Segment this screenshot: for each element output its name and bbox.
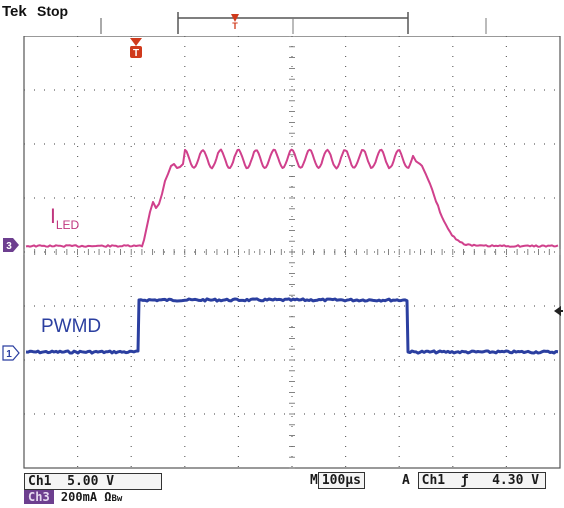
svg-text:T: T — [133, 48, 139, 59]
readout-bar: Ch1 5.00 V Ch3 200mA ΩBw M 100µs A Ch1 ƒ … — [0, 470, 564, 508]
ch1-ground-marker[interactable]: 1 — [2, 345, 20, 361]
ch3-readout[interactable]: Ch3 200mA ΩBw — [24, 490, 122, 505]
ch3-label: ILED — [50, 205, 80, 232]
timebase-value: 100µs — [317, 472, 365, 489]
trigger-slope-icon: ƒ — [460, 473, 469, 488]
svg-text:T: T — [232, 21, 238, 31]
timebase-readout[interactable]: M 100µs — [310, 472, 365, 489]
record-trigger-marker: T — [231, 14, 239, 31]
acquisition-state: Stop — [37, 3, 69, 19]
ch3-scale: 200mA Ω — [60, 490, 112, 504]
ch1-name: Ch1 — [28, 474, 52, 489]
brand-label: Tek — [2, 3, 27, 20]
graticule-grid — [23, 36, 561, 469]
ch3-current-trace — [25, 148, 559, 248]
trigger-source: Ch1 — [421, 473, 446, 488]
trigger-level: 4.30 V — [492, 473, 540, 488]
ch1-readout[interactable]: Ch1 5.00 V — [24, 473, 162, 490]
ch1-pwm-trace — [25, 297, 559, 355]
record-view-bar: T — [100, 12, 487, 34]
svg-text:1: 1 — [6, 349, 12, 360]
waveform-display: T 3 1 ILED PWMD — [2, 36, 563, 469]
ch1-scale: 5.00 V — [67, 474, 115, 489]
ch3-name: Ch3 — [24, 490, 54, 504]
bandwidth-limit-icon: Bw — [111, 494, 123, 504]
top-status-bar: Tek Stop T — [0, 0, 564, 40]
svg-text:3: 3 — [6, 241, 12, 252]
timebase-prefix: M — [310, 473, 318, 488]
trigger-readout[interactable]: A Ch1 ƒ 4.30 V — [402, 472, 547, 489]
ch3-ground-marker[interactable]: 3 — [3, 238, 19, 252]
trigger-prefix: A — [402, 473, 410, 488]
ch1-label: PWMD — [41, 316, 101, 337]
trigger-level-marker[interactable] — [554, 306, 563, 316]
trigger-position-marker: T — [130, 38, 142, 59]
